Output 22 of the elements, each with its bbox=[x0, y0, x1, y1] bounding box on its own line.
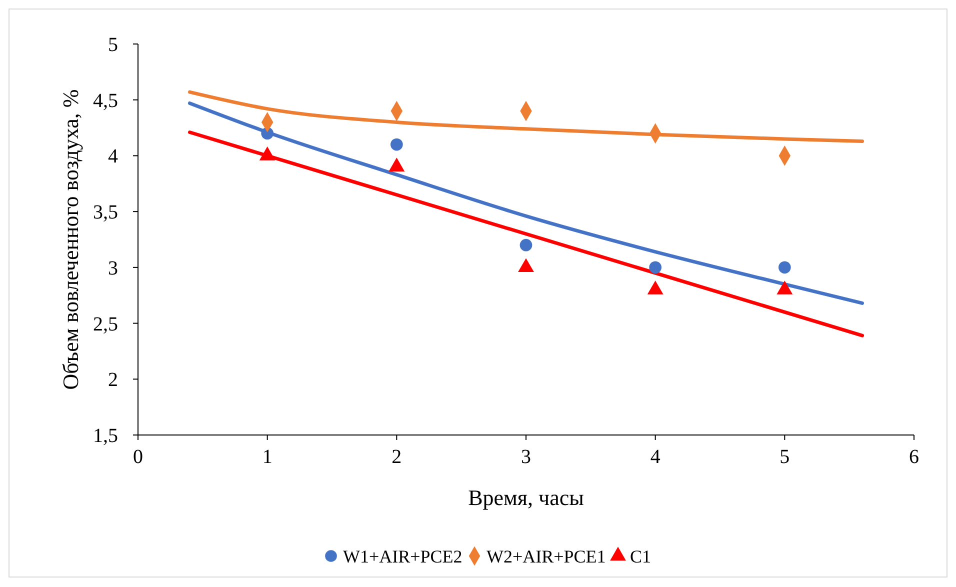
x-axis-title: Время, часы bbox=[468, 485, 584, 510]
x-tick-label: 0 bbox=[133, 446, 143, 468]
legend-label: W1+AIR+PCE2 bbox=[343, 546, 462, 566]
y-tick-label: 2 bbox=[108, 369, 118, 392]
y-tick-label: 5 bbox=[108, 34, 118, 56]
x-tick-label: 3 bbox=[521, 446, 531, 468]
legend-label: C1 bbox=[630, 546, 652, 566]
y-tick-label: 1,5 bbox=[93, 425, 118, 447]
x-tick-label: 5 bbox=[780, 446, 790, 468]
y-tick-label: 4,5 bbox=[93, 90, 118, 112]
x-tick-label: 1 bbox=[262, 446, 272, 468]
x-tick-label: 4 bbox=[650, 446, 660, 468]
y-axis-title: Объем вовлеченного воздуха, % bbox=[58, 89, 83, 390]
y-tick-label: 3 bbox=[108, 257, 118, 280]
line-series bbox=[188, 101, 864, 305]
y-tick-label: 3,5 bbox=[93, 202, 118, 224]
y-tick-label: 4 bbox=[108, 146, 118, 168]
legend-label: W2+AIR+PCE1 bbox=[486, 546, 606, 566]
line-series bbox=[188, 90, 864, 143]
x-tick-label: 2 bbox=[392, 446, 402, 468]
y-tick-label: 2,5 bbox=[93, 313, 118, 336]
x-tick-label: 6 bbox=[909, 446, 919, 468]
